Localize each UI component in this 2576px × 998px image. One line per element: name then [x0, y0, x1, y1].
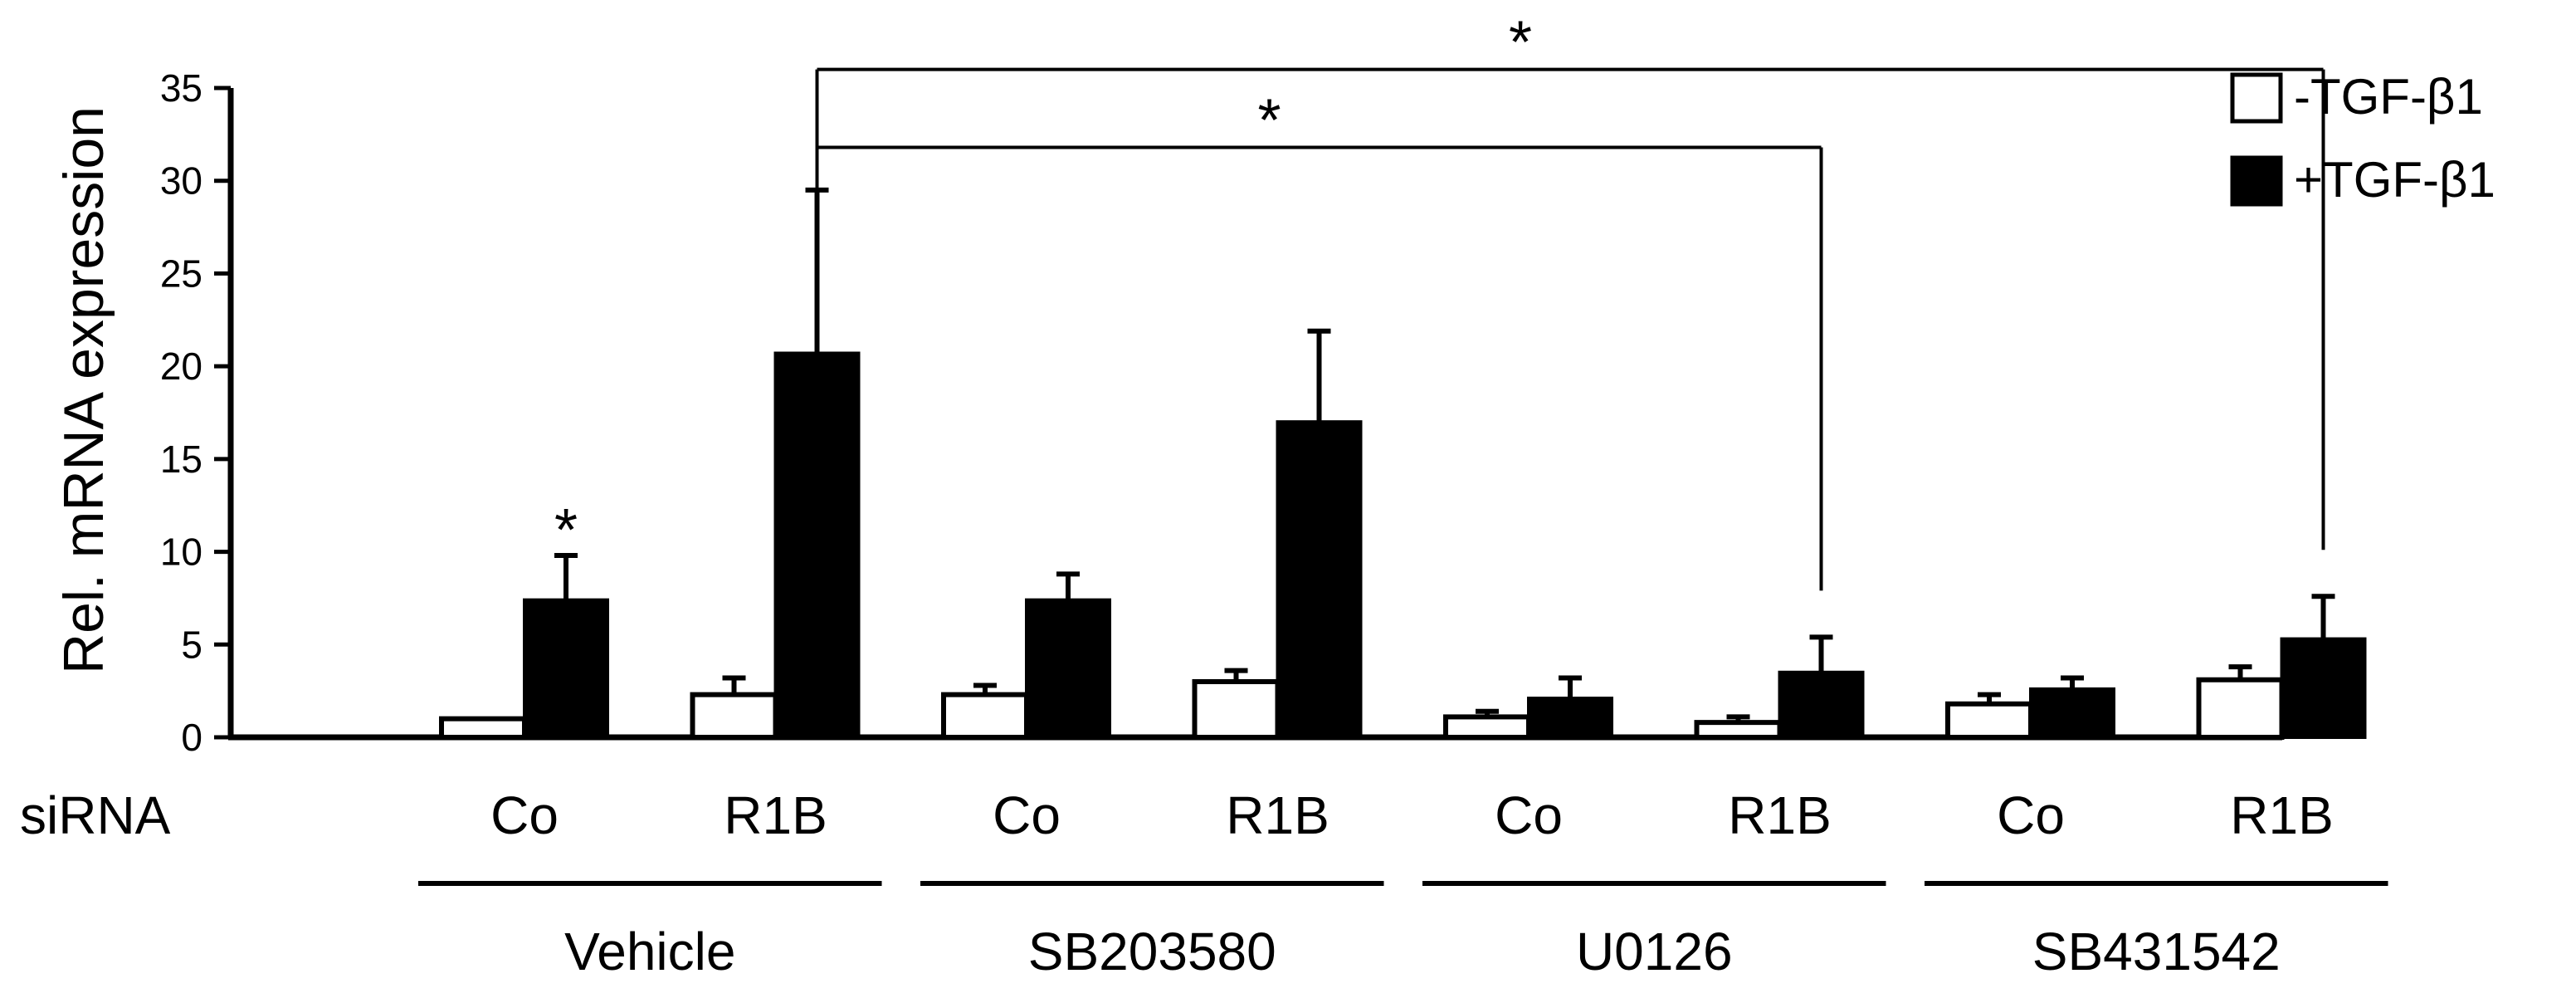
bar-minus-tgf — [1443, 714, 1531, 740]
group-label: U0126 — [1576, 922, 1733, 981]
y-tick-label: 20 — [160, 345, 202, 388]
category-label: R1B — [724, 785, 827, 845]
bars — [439, 351, 2367, 741]
bar-plus-tgf — [2029, 687, 2115, 739]
bar-plus-tgf — [1276, 420, 1363, 739]
category-labels: Co R1B Co R1B Co R1B Co R1B siRNA Vehicle SB203580… — [20, 785, 2388, 981]
bar-minus-tgf — [690, 692, 778, 741]
bar-minus-tgf — [1694, 720, 1783, 741]
y-tick-label: 35 — [160, 66, 202, 110]
y-tick-label: 0 — [181, 716, 202, 759]
bar-minus-tgf — [439, 716, 527, 741]
bar-plus-tgf — [1025, 598, 1111, 739]
axes: 0 5 10 15 20 25 30 35 Rel. mRNA expression — [52, 66, 2282, 759]
bar-minus-tgf — [2196, 677, 2285, 740]
group-label: Vehicle — [564, 922, 735, 981]
category-label: Co — [1997, 785, 2065, 845]
y-tick-label: 25 — [160, 252, 202, 295]
legend-swatch-plus-tgf — [2230, 155, 2283, 207]
bar-minus-tgf — [1192, 678, 1281, 741]
bar-plus-tgf — [1778, 670, 1865, 739]
significance-star: * — [1509, 10, 1532, 76]
bar-minus-tgf — [941, 692, 1029, 741]
group-label: SB203580 — [1028, 922, 1276, 981]
bar-plus-tgf — [523, 598, 609, 739]
category-label: Co — [993, 785, 1061, 845]
category-label: Co — [490, 785, 559, 845]
legend: -TGF-β1 +TGF-β1 — [2230, 69, 2496, 208]
significance-star: * — [554, 497, 578, 564]
y-axis-title: Rel. mRNA expression — [52, 106, 115, 674]
y-tick-label: 15 — [160, 438, 202, 481]
error-bars — [554, 187, 2335, 723]
legend-label-minus-tgf: -TGF-β1 — [2294, 69, 2483, 125]
bar-minus-tgf — [1945, 701, 2033, 740]
category-label: R1B — [1728, 785, 1832, 845]
y-tick-label: 10 — [160, 531, 202, 574]
group-label: SB431542 — [2032, 922, 2281, 981]
y-tick-label: 30 — [160, 159, 202, 203]
y-tick-label: 5 — [181, 623, 202, 666]
significance-star: * — [1257, 87, 1281, 154]
significance-annotations: * * * — [554, 10, 2325, 591]
bar-plus-tgf — [773, 351, 861, 739]
category-label: R1B — [2230, 785, 2334, 845]
sirna-row-label: siRNA — [20, 785, 171, 845]
legend-swatch-minus-tgf — [2230, 72, 2283, 124]
category-label: R1B — [1226, 785, 1329, 845]
bar-plus-tgf — [1527, 697, 1613, 740]
bar-plus-tgf — [2280, 637, 2367, 740]
legend-label-plus-tgf: +TGF-β1 — [2294, 152, 2496, 208]
category-label: Co — [1495, 785, 1563, 845]
